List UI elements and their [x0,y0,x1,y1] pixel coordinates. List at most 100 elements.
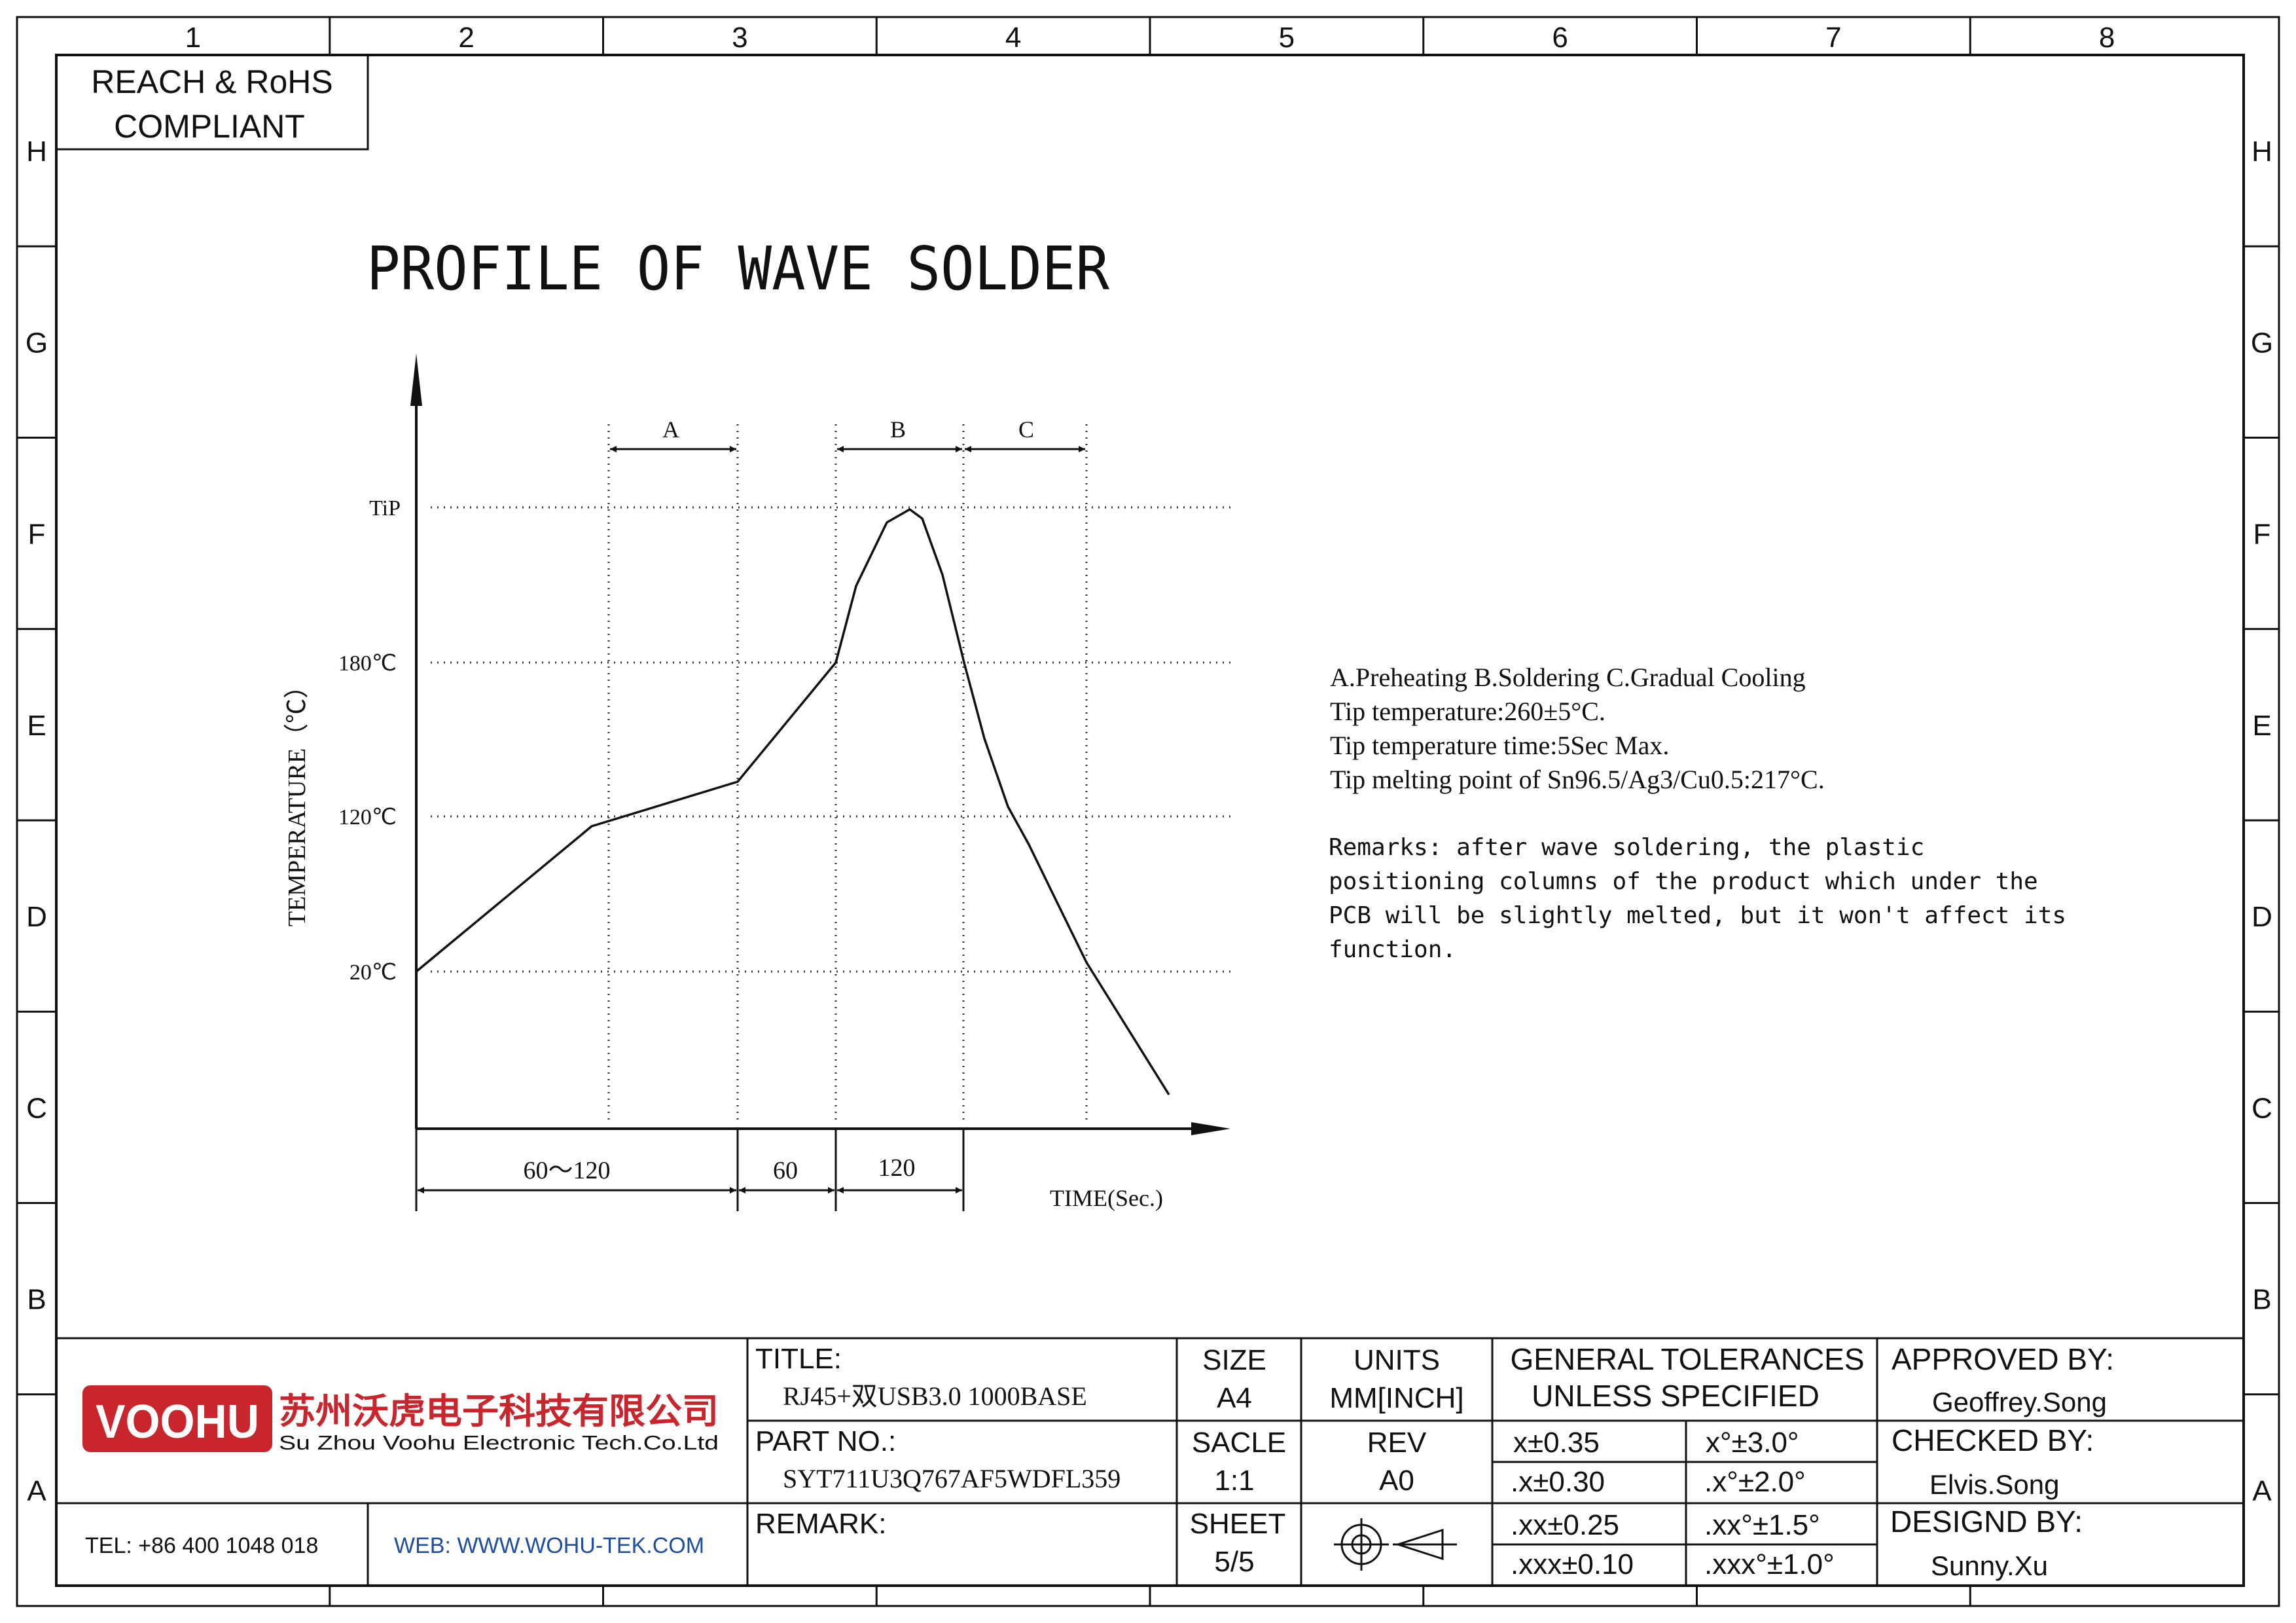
zone-row-label: D [26,901,47,933]
zone-column-label: 2 [458,22,474,54]
tolerance-linear: x±0.35 [1513,1427,1600,1459]
company-web-link[interactable]: WEB: WWW.WOHU-TEK.COM [394,1533,704,1558]
first-angle-projection-icon [1334,1518,1457,1571]
y-axis-label: TEMPERATURE（℃） [283,674,311,926]
zone-column-label: 5 [1279,22,1295,54]
x-axis-arrow-icon [1191,1122,1230,1135]
approved-by-value: Geoffrey.Song [1932,1387,2107,1417]
remark-line: Remarks: after wave soldering, the plast… [1329,834,1924,861]
title-block-grid [56,1337,2244,1586]
logo-text: VOOHU [96,1396,259,1448]
time-dimensions [415,1129,965,1211]
size-value: A4 [1217,1382,1252,1414]
title-label: TITLE: [755,1343,842,1375]
zone-row-label: G [2251,327,2273,359]
tolerance-header-2: UNLESS SPECIFIED [1532,1379,1820,1413]
temperature-profile-curve [415,508,1170,1095]
zone-ticks [17,17,2279,1606]
zone-row-label: F [2253,519,2271,551]
zone-row-label: G [26,327,48,359]
tolerance-angular: .xxx°±1.0° [1704,1548,1835,1580]
x-axis-label: TIME(Sec.) [1050,1185,1163,1211]
y-tick-label: 120℃ [338,805,397,830]
designed-by-label: DESIGND BY: [1890,1504,2083,1539]
note-line: Tip temperature:260±5°C. [1330,697,1605,726]
drawing-title: PROFILE OF WAVE SOLDER [367,234,1110,304]
sheet-value: 5/5 [1214,1546,1254,1578]
zone-row-label: D [2251,901,2272,933]
zone-label-b: B [890,416,906,443]
zone-column-label: 8 [2099,22,2115,54]
process-notes: A.Preheating B.Soldering C.Gradual Cooli… [1330,663,1825,794]
y-tick-label: TiP [369,496,401,520]
zone-row-label: B [2252,1284,2271,1316]
chart-axes [410,354,1230,1135]
tolerance-angular: x°±3.0° [1706,1427,1799,1459]
part-no-label: PART NO.: [755,1425,896,1457]
tolerance-linear: .x±0.30 [1511,1466,1605,1498]
y-tick-labels: TiP 180℃ 120℃ 20℃ [338,496,401,985]
chart-grid [431,424,1230,1121]
size-label: SIZE [1202,1344,1266,1376]
scale-label: SACLE [1192,1427,1286,1459]
time-segment-label: 60～120 [523,1157,610,1184]
part-no-value: SYT711U3Q767AF5WDFL359 [783,1464,1121,1493]
time-segment-label: 120 [878,1154,916,1182]
checked-by-label: CHECKED BY: [1892,1423,2094,1457]
compliance-line-2: COMPLIANT [114,108,305,145]
tolerance-angular: .xx°±1.5° [1704,1509,1820,1541]
compliance-box: REACH & RoHS COMPLIANT [55,54,369,151]
remark-line: positioning columns of the product which… [1329,868,2038,895]
y-axis-arrow-icon [410,354,422,406]
rev-label: REV [1367,1427,1427,1459]
zone-row-label: C [2251,1092,2272,1124]
zone-column-label: 4 [1005,22,1021,54]
remarks-text: Remarks: after wave soldering, the plast… [1329,834,2066,963]
checked-by-value: Elvis.Song [1929,1469,2059,1500]
note-line: Tip melting point of Sn96.5/Ag3/Cu0.5:21… [1330,765,1825,794]
scale-value: 1:1 [1214,1465,1254,1497]
tolerance-linear: .xxx±0.10 [1511,1548,1634,1580]
zone-row-label: C [26,1092,47,1124]
tolerance-header-1: GENERAL TOLERANCES [1510,1342,1864,1376]
zone-row-label: A [2252,1475,2272,1507]
zone-labels: 1 2 3 4 5 6 7 8 H H G G F F E E D D C C B B A A [26,22,2273,1507]
note-line: Tip temperature time:5Sec Max. [1330,731,1669,760]
zone-row-label: E [27,710,46,742]
rev-value: A0 [1379,1465,1414,1497]
note-line: A.Preheating B.Soldering C.Gradual Cooli… [1330,663,1806,692]
company-name-en: Su Zhou Voohu Electronic Tech.Co.Ltd [279,1431,719,1454]
tolerance-linear: .xx±0.25 [1511,1509,1619,1541]
wave-solder-profile-chart: TiP 180℃ 120℃ 20℃ TEMPERATURE（℃） A B C [283,354,1230,1211]
zone-row-label: A [27,1475,46,1507]
company-name-cn: 苏州沃虎电子科技有限公司 [279,1392,719,1431]
zone-column-label: 7 [1825,22,1841,54]
time-segment-label: 60 [773,1157,798,1184]
approved-by-label: APPROVED BY: [1892,1342,2114,1376]
remark-label: REMARK: [755,1508,886,1540]
zone-label-a: A [662,416,679,443]
zone-label-c: C [1018,416,1034,443]
zone-row-label: F [28,519,46,551]
zone-row-label: E [2252,710,2271,742]
company-logo: VOOHU 苏州沃虎电子科技有限公司 Su Zhou Voohu Electro… [82,1385,719,1454]
zone-column-label: 6 [1552,22,1568,54]
remark-line: PCB will be slightly melted, but it won'… [1329,902,2066,929]
title-value: RJ45+双USB3.0 1000BASE [783,1381,1087,1411]
units-value: MM[INCH] [1329,1382,1463,1414]
compliance-line-1: REACH & RoHS [91,64,333,100]
zone-row-label: H [2251,136,2272,168]
zone-column-label: 3 [732,22,747,54]
units-label: UNITS [1354,1344,1440,1376]
remark-line: function. [1329,936,1456,963]
y-tick-label: 20℃ [350,960,397,985]
zone-column-label: 1 [185,22,201,54]
logo-badge [82,1385,272,1452]
zone-row-label: H [26,136,47,168]
tolerance-angular: .x°±2.0° [1704,1466,1806,1498]
company-tel: TEL: +86 400 1048 018 [85,1533,318,1558]
designed-by-value: Sunny.Xu [1931,1550,2048,1581]
outer-border [16,16,2280,1607]
y-tick-label: 180℃ [338,651,397,676]
